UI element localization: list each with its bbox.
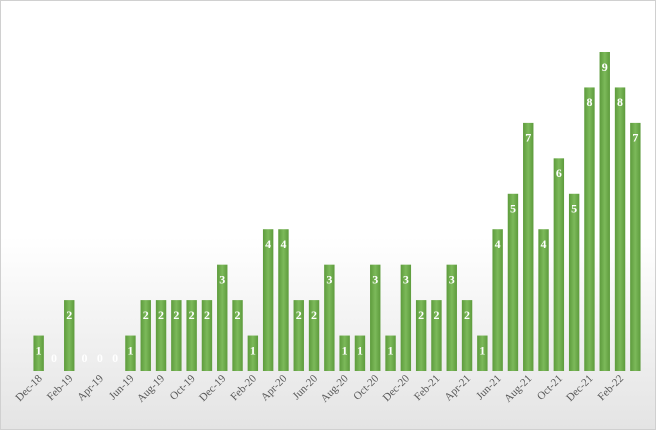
bar <box>324 264 335 371</box>
value-label: 4 <box>495 237 501 251</box>
value-label: 4 <box>280 237 286 251</box>
bar <box>232 300 243 371</box>
bar <box>171 300 182 371</box>
value-label: 1 <box>388 343 394 357</box>
value-label: 7 <box>525 131 531 145</box>
value-label: 2 <box>173 308 179 322</box>
bar <box>247 335 259 371</box>
value-label: 2 <box>311 308 317 322</box>
bar <box>614 87 626 371</box>
bar <box>186 300 197 371</box>
bar <box>400 264 412 371</box>
value-label: 3 <box>403 272 409 286</box>
value-label: 2 <box>189 308 195 322</box>
bar <box>507 193 519 371</box>
bar <box>339 335 350 371</box>
bar <box>354 335 366 371</box>
bar <box>553 158 565 371</box>
bar <box>33 335 44 371</box>
value-label: 0 <box>112 351 118 365</box>
bar <box>155 300 167 371</box>
value-label: 2 <box>158 308 164 322</box>
bar <box>477 335 488 371</box>
bar <box>278 229 289 371</box>
bar <box>492 229 503 371</box>
bar <box>140 300 151 371</box>
bar <box>308 300 320 371</box>
bar <box>599 52 610 371</box>
bar <box>584 87 595 371</box>
value-label: 0 <box>82 351 88 365</box>
value-label: 4 <box>265 237 271 251</box>
bar <box>293 300 304 371</box>
value-label: 0 <box>51 351 57 365</box>
value-label: 0 <box>97 351 103 365</box>
value-label: 2 <box>66 308 72 322</box>
value-label: 2 <box>235 308 241 322</box>
bar <box>125 335 136 371</box>
value-label: 6 <box>556 166 562 180</box>
value-label: 7 <box>632 131 638 145</box>
bar <box>538 229 549 371</box>
bar <box>262 229 274 371</box>
bar <box>370 264 381 371</box>
bar <box>217 264 228 371</box>
bar <box>201 300 213 371</box>
value-label: 2 <box>204 308 210 322</box>
value-label: 9 <box>602 60 608 74</box>
bar <box>446 264 457 371</box>
value-label: 1 <box>127 343 133 357</box>
bar <box>568 193 580 371</box>
value-label: 5 <box>571 202 577 216</box>
value-label: 2 <box>418 308 424 322</box>
value-label: 3 <box>219 272 225 286</box>
value-label: 1 <box>357 343 363 357</box>
bar <box>64 300 75 371</box>
value-label: 2 <box>464 308 470 322</box>
bar <box>431 300 442 371</box>
value-label: 4 <box>541 237 547 251</box>
value-label: 3 <box>326 272 332 286</box>
value-label: 8 <box>586 95 592 109</box>
bar <box>461 300 473 371</box>
bar <box>630 122 641 371</box>
value-label: 3 <box>449 272 455 286</box>
value-label: 1 <box>342 343 348 357</box>
value-label: 1 <box>479 343 485 357</box>
value-label: 2 <box>143 308 149 322</box>
value-label: 1 <box>36 343 42 357</box>
value-label: 3 <box>372 272 378 286</box>
bar <box>415 300 427 371</box>
value-label: 2 <box>433 308 439 322</box>
bar <box>523 122 534 371</box>
bar <box>385 335 396 371</box>
value-label: 8 <box>617 95 623 109</box>
value-label: 5 <box>510 202 516 216</box>
value-label: 1 <box>250 343 256 357</box>
value-label: 2 <box>296 308 302 322</box>
